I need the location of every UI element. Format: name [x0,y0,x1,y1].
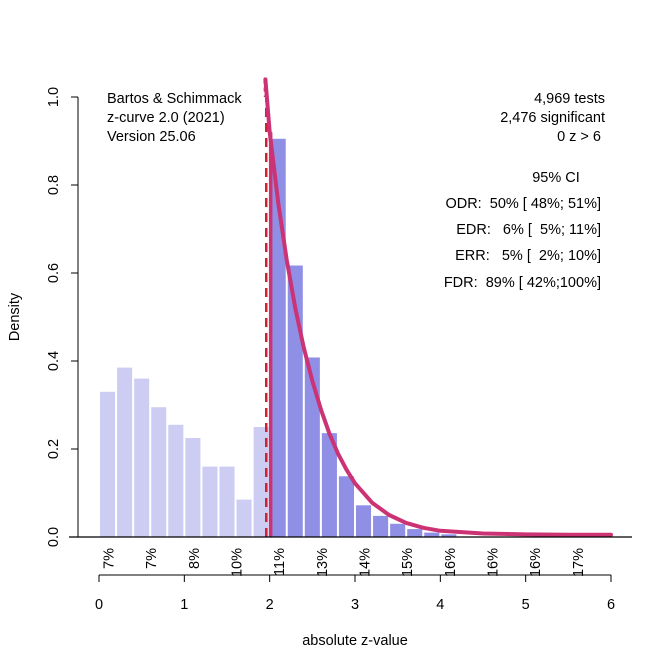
bar-nonsignificant [185,438,201,537]
x-axis-label: absolute z-value [302,633,408,649]
y-tick-label: 0.6 [46,263,62,283]
power-label: 11% [272,548,288,576]
summary-tests: 4,969 tests [534,91,605,107]
stat-err: ERR: 5% [ 2%; 10%] [455,248,601,264]
power-label: 8% [187,548,203,569]
zcurve-fit-line [263,77,613,537]
bar-nonsignificant [100,391,116,537]
power-label: 14% [358,548,374,577]
bar-nonsignificant [134,378,150,537]
ci-header: 95% CI [532,170,580,186]
y-tick-label: 0.4 [46,351,62,371]
y-tick-label: 0.8 [46,175,62,195]
stat-odr: ODR: 50% [ 48%; 51%] [445,196,601,212]
stat-edr: EDR: 6% [ 5%; 11%] [456,222,601,238]
bar-nonsignificant [236,499,252,537]
x-tick-label: 5 [522,597,530,613]
x-tick-label: 2 [266,597,274,613]
bar-significant [356,505,372,537]
power-label: 16% [443,548,459,577]
bar-nonsignificant [168,424,184,537]
power-label: 7% [144,548,160,569]
bar-significant [338,476,354,537]
credit-line-3: Version 25.06 [107,129,196,145]
bar-nonsignificant [151,407,167,537]
bar-significant [321,433,337,537]
y-tick-label: 0.0 [46,527,62,547]
y-tick-label: 1.0 [46,87,62,107]
x-tick-label: 0 [95,597,103,613]
annotations: Bartos & Schimmack z-curve 2.0 (2021) Ve… [7,91,605,649]
bar-nonsignificant [117,367,133,537]
axes: 0.0 0.2 0.4 0.6 0.8 1.0 0 1 2 3 4 5 6 7% 7% 8% 10% 11% 13%… [46,87,632,613]
x-tick-label: 6 [607,597,615,613]
power-label: 16% [528,548,544,577]
power-label: 17% [571,548,587,577]
bar-significant [441,534,457,537]
summary-significant: 2,476 significant [500,110,605,126]
zcurve-fit-layer [263,77,613,537]
credit-line-1: Bartos & Schimmack [107,91,242,107]
bar-nonsignificant [202,466,218,537]
summary-z-gt-6: 0 z > 6 [557,129,601,145]
power-label: 16% [486,548,502,577]
bar-significant [407,529,423,537]
y-axis-label: Density [7,292,23,341]
x-tick-label: 1 [180,597,188,613]
bar-significant [390,523,406,537]
x-tick-label: 3 [351,597,359,613]
power-label: 13% [315,548,331,577]
power-label: 10% [230,548,246,577]
bar-nonsignificant [253,427,269,537]
power-label: 7% [102,548,118,569]
bar-significant [424,532,440,537]
x-tick-label: 4 [436,597,444,613]
power-label: 15% [400,548,416,577]
stat-fdr: FDR: 89% [ 42%;100%] [444,275,601,291]
bar-significant [304,357,320,537]
bar-significant [373,515,389,537]
credit-line-2: z-curve 2.0 (2021) [107,110,225,126]
y-tick-label: 0.2 [46,439,62,459]
bar-nonsignificant [219,466,235,537]
